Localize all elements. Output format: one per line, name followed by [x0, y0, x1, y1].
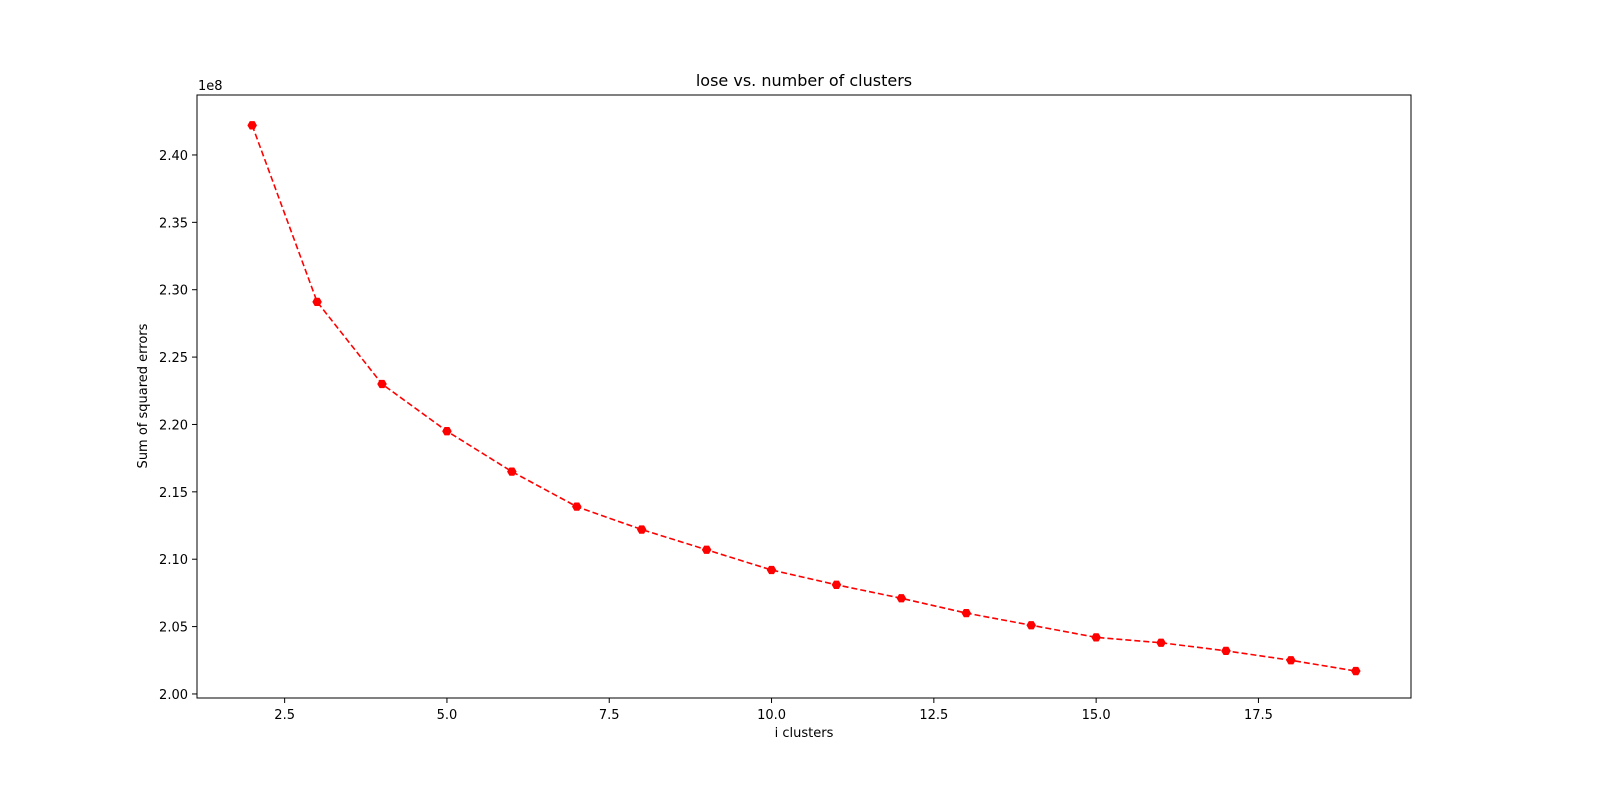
y-tick-label: 2.00	[159, 688, 188, 703]
x-tick-label: 15.0	[1082, 708, 1111, 723]
data-point	[1026, 621, 1036, 630]
x-tick-label: 2.5	[274, 708, 295, 723]
data-point	[831, 580, 842, 589]
series-group	[247, 121, 1361, 676]
data-point	[896, 594, 907, 603]
x-tick-label: 10.0	[757, 708, 786, 723]
data-point	[766, 565, 777, 575]
y-tick-label: 2.40	[159, 149, 188, 164]
data-point	[572, 502, 582, 511]
x-axis-label: i clusters	[775, 726, 834, 741]
data-point	[247, 121, 257, 130]
y-tick-label: 2.10	[159, 553, 188, 568]
data-point	[377, 379, 387, 389]
data-point	[1221, 646, 1231, 655]
x-axis-ticks: 2.5 5.0 7.5 10.0 12.5 15.0 17.5	[274, 698, 1273, 723]
plot-frame	[196, 94, 1412, 699]
y-axis-ticks: 2.00 2.05 2.10 2.15 2.20 2.25 2.30 2.35 2.40	[159, 149, 197, 703]
y-tick-label: 2.35	[159, 216, 188, 231]
x-tick-label: 12.5	[919, 708, 948, 723]
data-point	[507, 467, 517, 476]
y-axis-offset-label: 1e8	[198, 79, 223, 94]
x-tick-label: 7.5	[599, 708, 620, 723]
chart-title: lose vs. number of clusters	[696, 71, 912, 90]
y-tick-label: 2.20	[159, 418, 188, 433]
data-point	[442, 427, 452, 436]
data-point	[1156, 638, 1166, 647]
data-point	[961, 608, 972, 618]
data-point	[1091, 633, 1101, 642]
y-tick-label: 2.15	[159, 486, 188, 501]
y-axis-label: Sum of squared errors	[136, 323, 151, 468]
y-tick-label: 2.25	[159, 351, 188, 366]
y-tick-label: 2.30	[159, 284, 188, 299]
x-tick-label: 17.5	[1244, 708, 1273, 723]
x-tick-label: 5.0	[437, 708, 458, 723]
y-tick-label: 2.05	[159, 621, 188, 636]
data-point	[1351, 666, 1361, 676]
data-point	[701, 545, 712, 554]
data-point	[1286, 656, 1296, 665]
series-line	[251, 125, 1356, 672]
data-point	[636, 525, 647, 534]
data-point	[312, 297, 322, 306]
